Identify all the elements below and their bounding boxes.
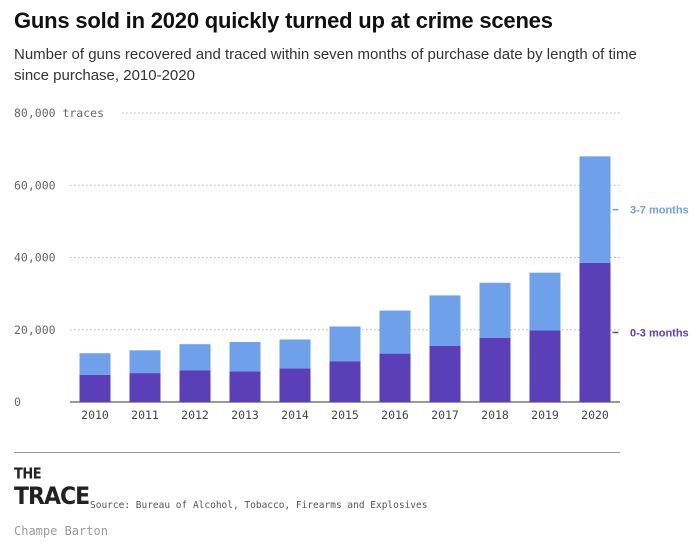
bar-segment-0-3-months [429, 346, 461, 402]
bar-segment-0-3-months [579, 262, 611, 402]
bar-segment-3-7-months [379, 310, 411, 354]
y-tick-label: 80,000 traces [14, 106, 104, 120]
y-tick-label: 0 [14, 395, 21, 409]
x-tick-label: 2012 [181, 408, 209, 422]
series-label: 0-3 months [630, 327, 689, 339]
bar-segment-3-7-months [479, 282, 511, 338]
bar-segment-3-7-months [179, 344, 211, 371]
x-tick-label: 2011 [131, 408, 159, 422]
bar-segment-3-7-months [129, 350, 161, 374]
bar-segment-3-7-months [279, 339, 311, 369]
bar-segment-3-7-months [529, 272, 561, 331]
x-tick-label: 2020 [581, 408, 609, 422]
bar-segment-3-7-months [229, 342, 261, 372]
stacked-bar-chart: 0 20,000 40,000 60,000 80,000 traces 2010 2011… [14, 106, 689, 422]
bar-segment-0-3-months [279, 368, 311, 402]
y-tick-label: 60,000 [14, 178, 56, 192]
bar-segment-0-3-months [379, 353, 411, 402]
author-credit: Champe Barton [14, 524, 108, 538]
x-tick-label: 2019 [531, 408, 559, 422]
chart-title: Guns sold in 2020 quickly turned up at c… [14, 8, 553, 33]
bar-segment-3-7-months [579, 156, 611, 263]
x-tick-label: 2018 [481, 408, 509, 422]
x-tick-label: 2013 [231, 408, 259, 422]
y-tick-label: 20,000 [14, 323, 56, 337]
bar-segment-0-3-months [329, 361, 361, 402]
bar-segment-3-7-months [79, 353, 111, 375]
x-tick-label: 2014 [281, 408, 309, 422]
x-tick-label: 2016 [381, 408, 409, 422]
x-tick-label: 2015 [331, 408, 359, 422]
logo-line-1: THE [14, 466, 42, 484]
chart-subtitle: Number of guns recovered and traced with… [14, 46, 637, 84]
logo-line-2: TRACE [14, 483, 90, 511]
x-tick-label: 2017 [431, 408, 459, 422]
bar-segment-0-3-months [179, 370, 211, 402]
x-tick-label: 2010 [81, 408, 109, 422]
series-label: 3-7 months [630, 205, 689, 217]
footer-divider [14, 452, 620, 453]
source-note: Source: Bureau of Alcohol, Tobacco, Fire… [90, 500, 428, 511]
bar-segment-3-7-months [429, 295, 461, 347]
y-tick-label: 40,000 [14, 251, 56, 265]
bar-segment-3-7-months [329, 326, 361, 362]
the-trace-logo: THE TRACE [14, 466, 90, 512]
bar-segment-0-3-months [479, 337, 511, 402]
bar-segment-0-3-months [229, 371, 261, 402]
bar-segment-0-3-months [79, 374, 111, 402]
bar-segment-0-3-months [529, 330, 561, 402]
bar-segment-0-3-months [129, 373, 161, 402]
